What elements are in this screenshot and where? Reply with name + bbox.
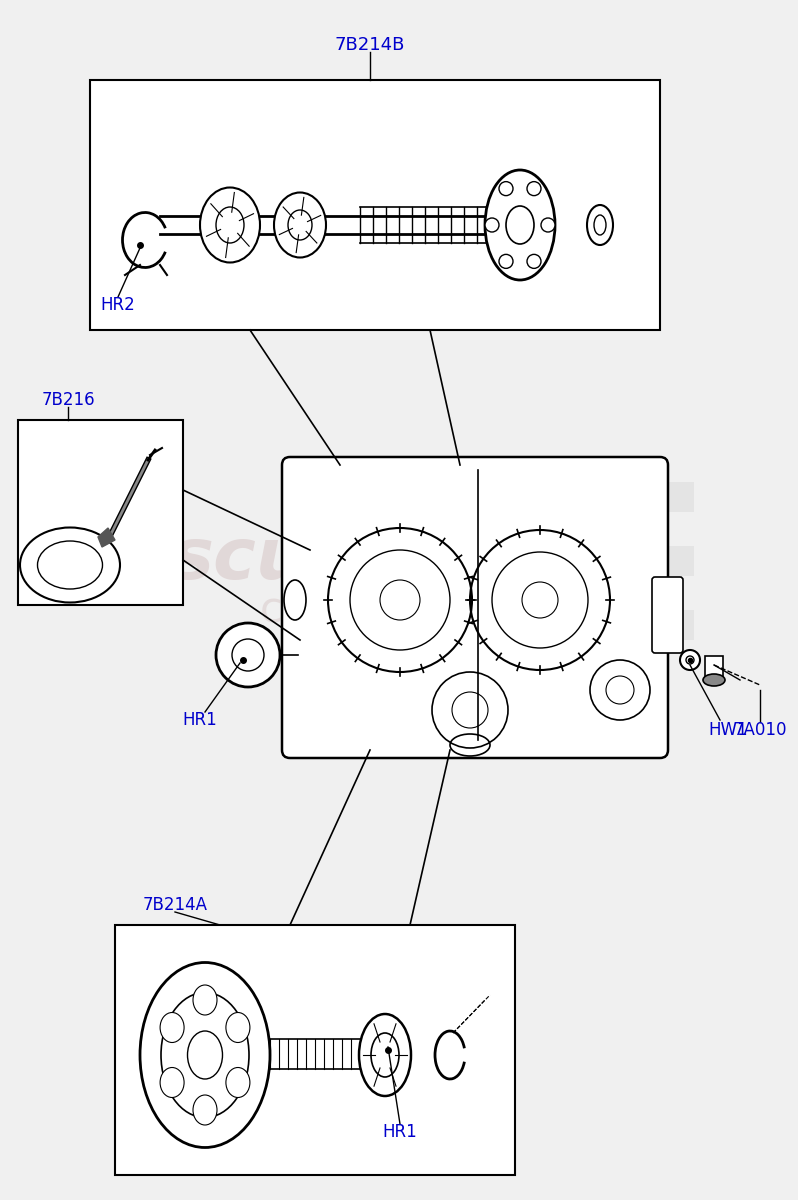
Bar xyxy=(582,546,618,576)
Bar xyxy=(620,578,656,608)
Ellipse shape xyxy=(38,541,102,589)
Bar xyxy=(506,546,542,576)
Ellipse shape xyxy=(226,1013,250,1043)
Circle shape xyxy=(216,623,280,686)
Polygon shape xyxy=(98,528,115,547)
Ellipse shape xyxy=(226,1068,250,1098)
Text: 7B216: 7B216 xyxy=(41,391,95,409)
Circle shape xyxy=(499,181,513,196)
Ellipse shape xyxy=(193,985,217,1015)
Bar xyxy=(115,925,515,1175)
Circle shape xyxy=(541,218,555,232)
Bar xyxy=(506,610,542,640)
FancyBboxPatch shape xyxy=(652,577,683,653)
Circle shape xyxy=(499,254,513,269)
Bar xyxy=(705,656,723,682)
Circle shape xyxy=(527,181,541,196)
Text: 7A010: 7A010 xyxy=(733,721,787,739)
Bar xyxy=(620,514,656,544)
Bar xyxy=(18,420,183,605)
Ellipse shape xyxy=(160,1013,184,1043)
Bar xyxy=(430,546,466,576)
Bar xyxy=(658,546,694,576)
Bar xyxy=(468,578,504,608)
Text: 7B214B: 7B214B xyxy=(335,36,405,54)
Text: HR2: HR2 xyxy=(101,296,136,314)
Bar xyxy=(544,514,580,544)
Circle shape xyxy=(527,254,541,269)
Ellipse shape xyxy=(200,187,260,263)
Text: car  parts: car parts xyxy=(260,589,460,631)
Text: 7B214A: 7B214A xyxy=(143,896,207,914)
Bar xyxy=(658,610,694,640)
Bar xyxy=(468,514,504,544)
FancyBboxPatch shape xyxy=(282,457,668,758)
Ellipse shape xyxy=(20,528,120,602)
Bar xyxy=(582,610,618,640)
Ellipse shape xyxy=(485,170,555,280)
Ellipse shape xyxy=(359,1014,411,1096)
Ellipse shape xyxy=(193,1094,217,1126)
Circle shape xyxy=(680,650,700,670)
Bar xyxy=(90,80,660,330)
Ellipse shape xyxy=(703,674,725,686)
Circle shape xyxy=(485,218,499,232)
Ellipse shape xyxy=(274,192,326,258)
Ellipse shape xyxy=(140,962,270,1147)
Bar xyxy=(658,482,694,512)
Ellipse shape xyxy=(160,1068,184,1098)
Bar xyxy=(506,482,542,512)
Bar xyxy=(582,482,618,512)
Text: HR1: HR1 xyxy=(183,710,217,728)
Text: HR1: HR1 xyxy=(382,1123,417,1141)
Ellipse shape xyxy=(587,205,613,245)
Bar xyxy=(544,578,580,608)
Text: scudo: scudo xyxy=(171,526,409,594)
Bar xyxy=(430,610,466,640)
Text: HW1: HW1 xyxy=(708,721,748,739)
Bar xyxy=(430,482,466,512)
